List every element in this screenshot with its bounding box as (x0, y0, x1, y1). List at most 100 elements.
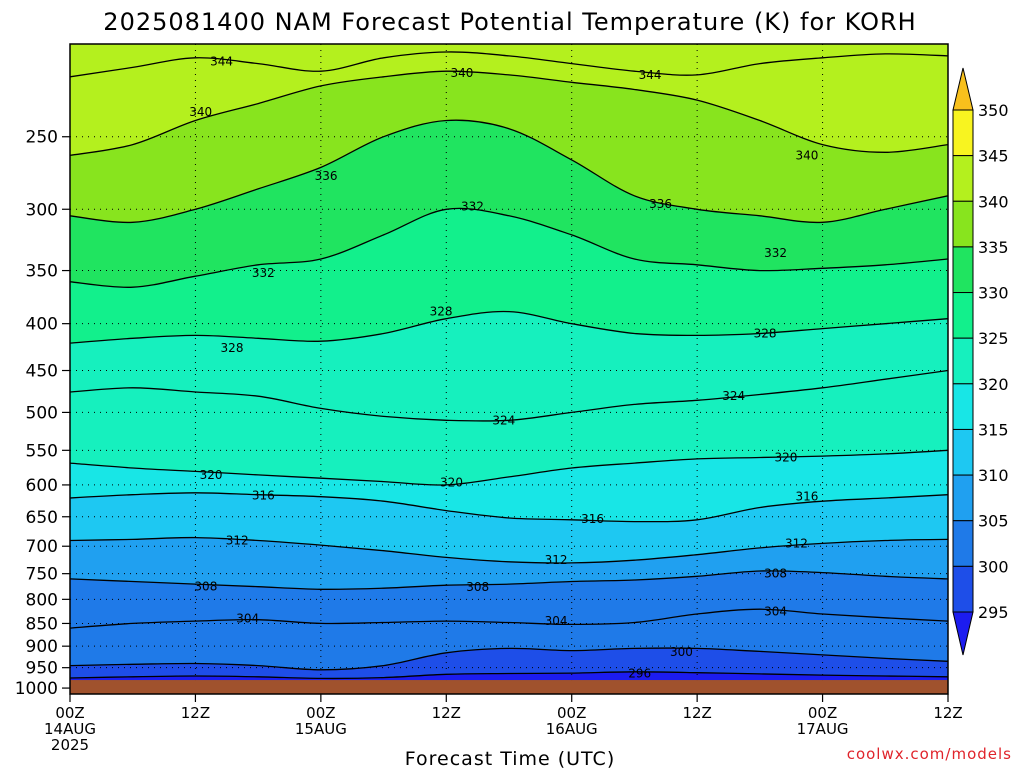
y-tick-label: 750 (26, 565, 58, 585)
colorbar-swatch (952, 200, 974, 248)
x-tick-label: 14AUG (44, 720, 96, 738)
contour-line-320 (70, 449, 948, 486)
fill-band-340 (70, 44, 948, 156)
colorbar-label: 350 (978, 101, 1009, 120)
x-tick-label: 12Z (432, 704, 461, 722)
colorbar-swatch (952, 383, 974, 430)
contour-label: 312 (226, 534, 249, 548)
colorbar-label: 315 (978, 420, 1009, 439)
contour-label: 340 (451, 66, 474, 80)
y-tick-label: 800 (26, 590, 58, 610)
y-tick-label: 850 (26, 614, 58, 634)
colorbar-top-arrow (952, 67, 974, 111)
contour-label: 328 (754, 326, 777, 340)
plot-area: 296 300 304 304 304 308 308 308 312 312 312 316 316 3… (70, 44, 948, 694)
contour-labels: 296 300 304 304 304 308 308 308 312 312 312 316 316 3… (189, 55, 818, 681)
colorbar-label: 325 (978, 329, 1009, 348)
colorbar-label: 330 (978, 284, 1009, 303)
filled-contours (70, 44, 948, 694)
x-tick-label: 2025 (51, 736, 89, 754)
y-tick-label: 450 (26, 362, 58, 382)
colorbar: 350 345 340 335 330 325 320 315 310 305 300 295 (952, 67, 1009, 656)
contour-label: 336 (649, 197, 672, 211)
colorbar-label: 305 (978, 512, 1009, 531)
x-tick-label: 00Z (306, 704, 335, 722)
y-tick-label: 350 (26, 262, 58, 282)
colorbar-label: 300 (978, 557, 1009, 576)
ground-terrain (70, 680, 948, 694)
colorbar-label: 310 (978, 466, 1009, 485)
colorbar-swatch (952, 109, 974, 157)
credit-text: coolwx.com/models (847, 745, 1012, 763)
contour-line-324 (70, 369, 948, 422)
contour-line-308 (70, 570, 948, 590)
plot-frame (69, 43, 949, 695)
contour-label: 320 (200, 468, 223, 482)
x-tick-label: 17AUG (797, 720, 849, 738)
contour-label: 304 (545, 614, 568, 628)
y-tick-label: 1000 (15, 679, 58, 699)
colorbar-bottom-arrow (952, 611, 974, 656)
grid-lines (70, 44, 948, 694)
contour-label: 312 (785, 536, 808, 550)
contour-label: 344 (210, 55, 233, 69)
colorbar-swatch (952, 474, 974, 522)
y-tick-label: 650 (26, 508, 58, 528)
contour-label: 320 (440, 475, 463, 489)
contour-label: 324 (722, 389, 745, 403)
contour-line-340 (70, 70, 948, 157)
contour-label: 332 (764, 246, 787, 260)
colorbar-label: 320 (978, 375, 1009, 394)
contour-line-304 (70, 608, 948, 629)
contour-label: 304 (236, 612, 259, 626)
x-tick-label: 12Z (933, 704, 962, 722)
contour-line-344 (70, 51, 948, 78)
y-tick-label: 300 (26, 200, 58, 220)
contour-label: 304 (764, 605, 787, 619)
contour-lines (70, 51, 948, 680)
contour-label: 300 (670, 645, 693, 659)
y-tick-label: 550 (26, 441, 58, 461)
x-tick-label: 00Z (808, 704, 837, 722)
contour-line-316 (70, 492, 948, 523)
contour-label: 320 (775, 450, 798, 464)
contour-line-300 (70, 647, 948, 671)
contour-label: 336 (315, 169, 338, 183)
contour-label: 324 (492, 413, 515, 427)
colorbar-label: 340 (978, 192, 1009, 211)
fill-band-344 (70, 44, 948, 77)
contour-label: 344 (639, 68, 662, 82)
y-tick-label: 500 (26, 403, 58, 423)
contour-line-296 (70, 671, 948, 680)
contour-label: 316 (795, 490, 818, 504)
contour-label: 332 (252, 266, 275, 280)
y-tick-label: 600 (26, 476, 58, 496)
contour-label: 340 (795, 148, 818, 162)
colorbar-swatch (952, 565, 974, 613)
x-tick-label: 15AUG (295, 720, 347, 738)
colorbar-swatch (952, 520, 974, 567)
x-tick-label: 12Z (682, 704, 711, 722)
contour-line-336 (70, 119, 948, 224)
contour-label: 332 (461, 200, 484, 214)
y-tick-label: 950 (26, 659, 58, 679)
colorbar-swatch (952, 155, 974, 202)
x-axis-label: Forecast Time (UTC) (405, 748, 615, 768)
contour-label: 340 (189, 105, 212, 119)
y-axis-ticks: 250 300 350 400 450 500 550 600 650 700 750 800 850 9… (15, 128, 70, 699)
colorbar-swatch (952, 292, 974, 339)
contour-line-332 (70, 207, 948, 288)
y-tick-label: 400 (26, 315, 58, 335)
colorbar-label: 335 (978, 238, 1009, 257)
y-tick-label: 700 (26, 537, 58, 557)
contour-label: 308 (764, 567, 787, 581)
colorbar-swatch (952, 337, 974, 385)
x-tick-label: 12Z (181, 704, 210, 722)
contour-label: 296 (628, 666, 651, 680)
contour-label: 308 (466, 580, 489, 594)
contour-label: 308 (194, 580, 217, 594)
x-tick-label: 00Z (557, 704, 586, 722)
contour-label: 328 (430, 305, 453, 319)
